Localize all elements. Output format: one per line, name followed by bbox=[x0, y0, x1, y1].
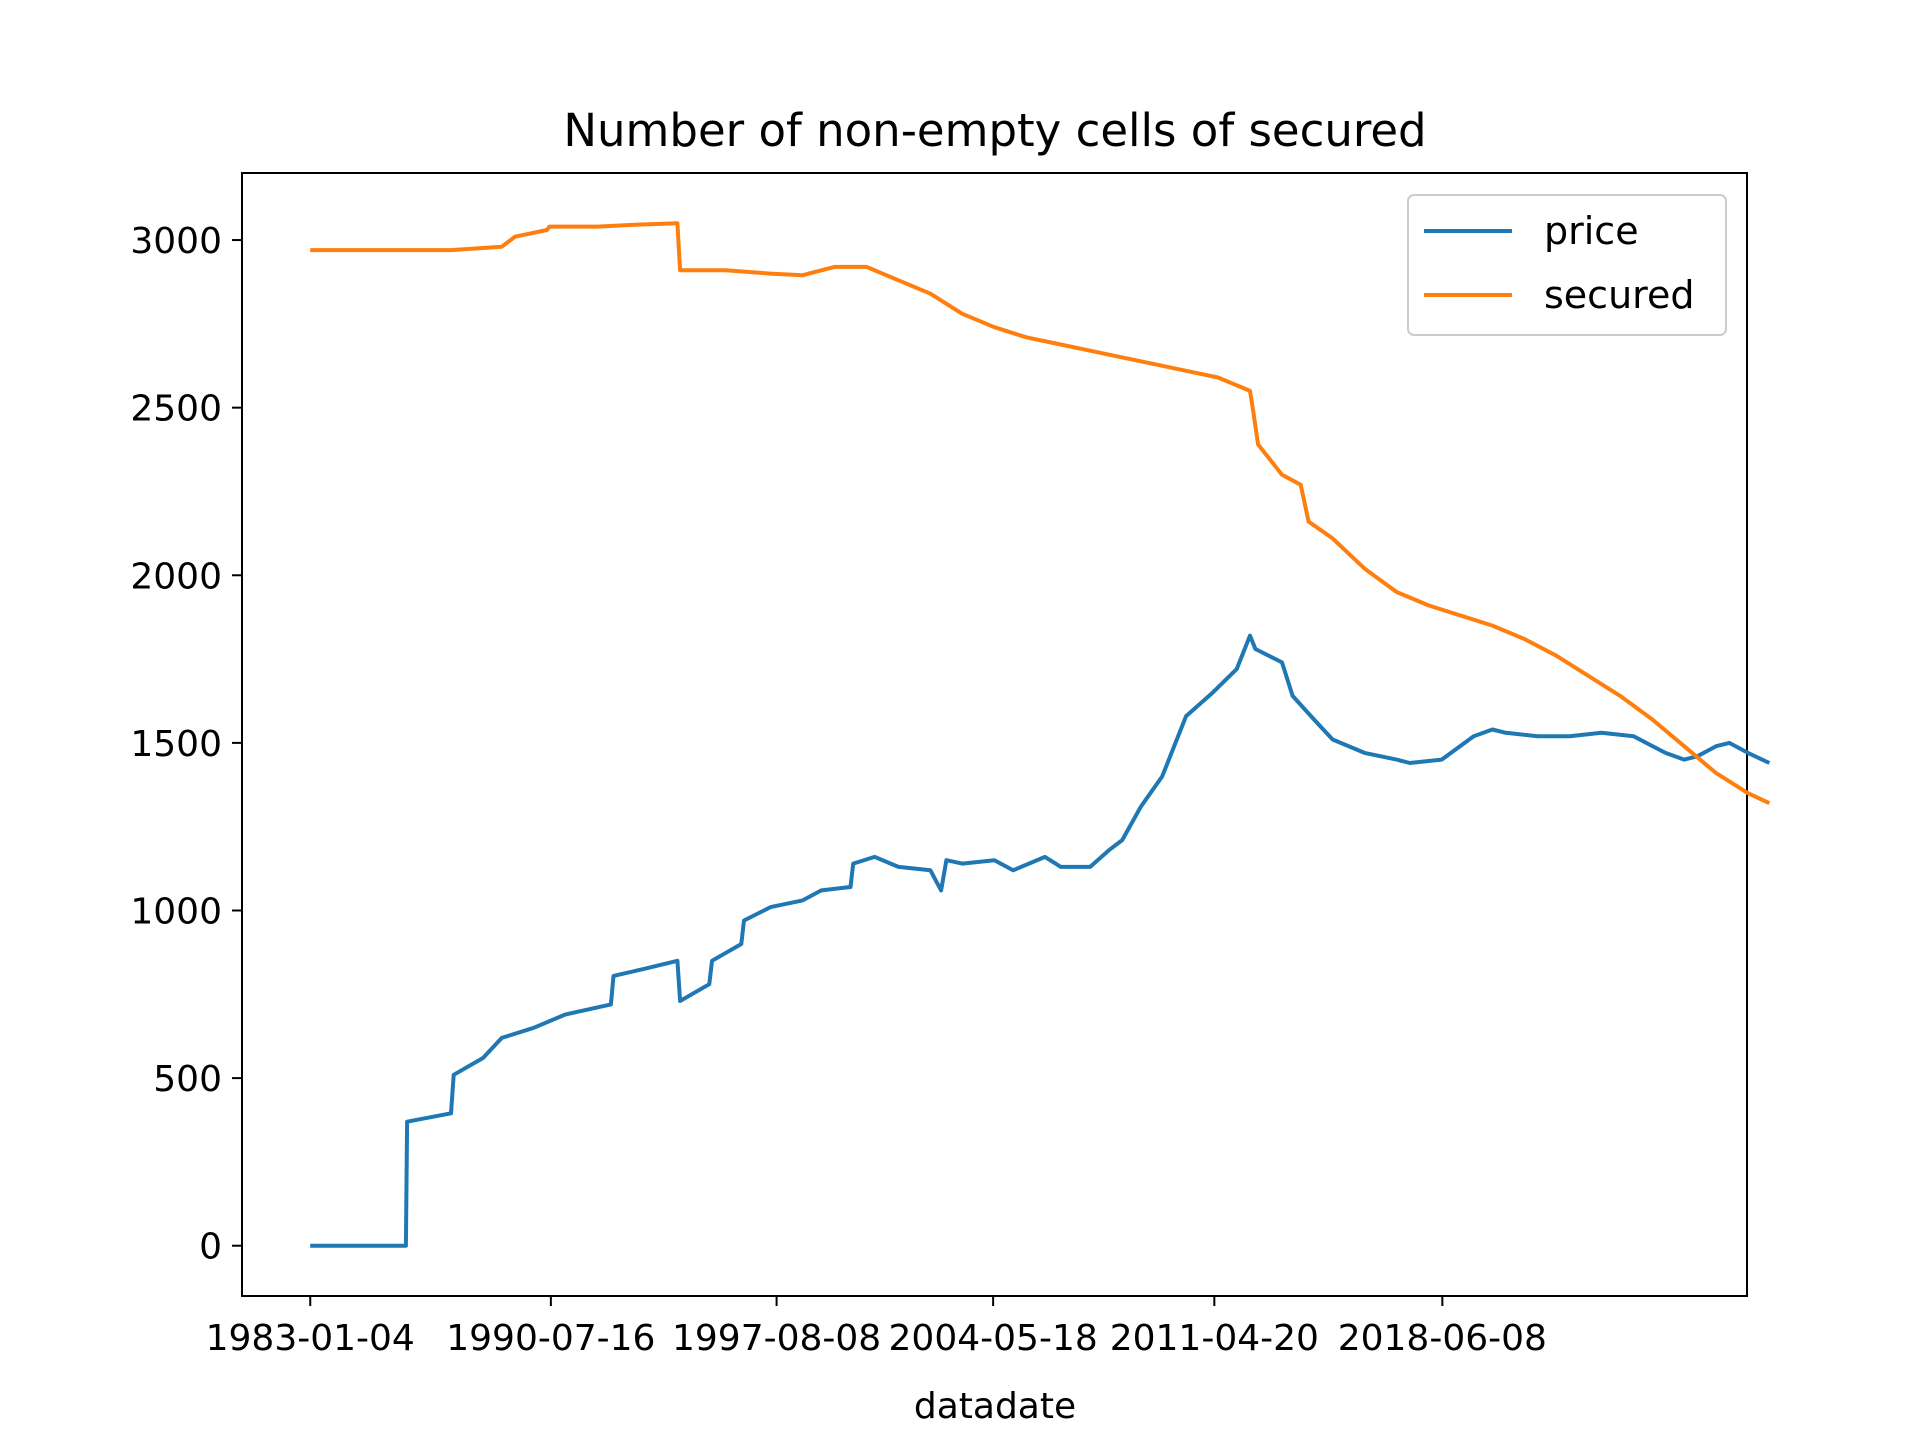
series-line-price bbox=[310, 633, 1771, 1248]
y-tick-label: 3000 bbox=[130, 221, 222, 262]
y-tick-label: 2500 bbox=[130, 389, 222, 430]
legend-label-price: price bbox=[1544, 209, 1639, 253]
x-tick-label: 1997-08-08 bbox=[672, 1318, 881, 1359]
y-tick-label: 1500 bbox=[130, 724, 222, 765]
plot-frame bbox=[241, 172, 1748, 1297]
x-tick-label: 2004-05-18 bbox=[889, 1318, 1098, 1359]
chart-title: Number of non-empty cells of secured bbox=[563, 104, 1426, 157]
x-tick-label: 1990-07-16 bbox=[446, 1318, 655, 1359]
y-tick-label: 0 bbox=[199, 1227, 222, 1268]
legend: price secured bbox=[1407, 194, 1727, 336]
plot-area bbox=[241, 172, 1748, 1297]
x-axis-label: datadate bbox=[914, 1386, 1076, 1427]
series-layer bbox=[310, 221, 1771, 1248]
y-tick-label: 1000 bbox=[130, 891, 222, 932]
series-line-secured bbox=[310, 221, 1771, 806]
legend-label-secured: secured bbox=[1544, 273, 1694, 317]
x-tick-label: 1983-01-04 bbox=[206, 1318, 415, 1359]
x-tick-label: 2018-06-08 bbox=[1338, 1318, 1547, 1359]
axis-layer: 1983-01-04 1990-07-16 1997-08-08 2004-05-18… bbox=[130, 221, 1547, 1359]
y-tick-label: 2000 bbox=[130, 556, 222, 597]
x-tick-label: 2011-04-20 bbox=[1110, 1318, 1319, 1359]
y-tick-label: 500 bbox=[153, 1059, 222, 1100]
